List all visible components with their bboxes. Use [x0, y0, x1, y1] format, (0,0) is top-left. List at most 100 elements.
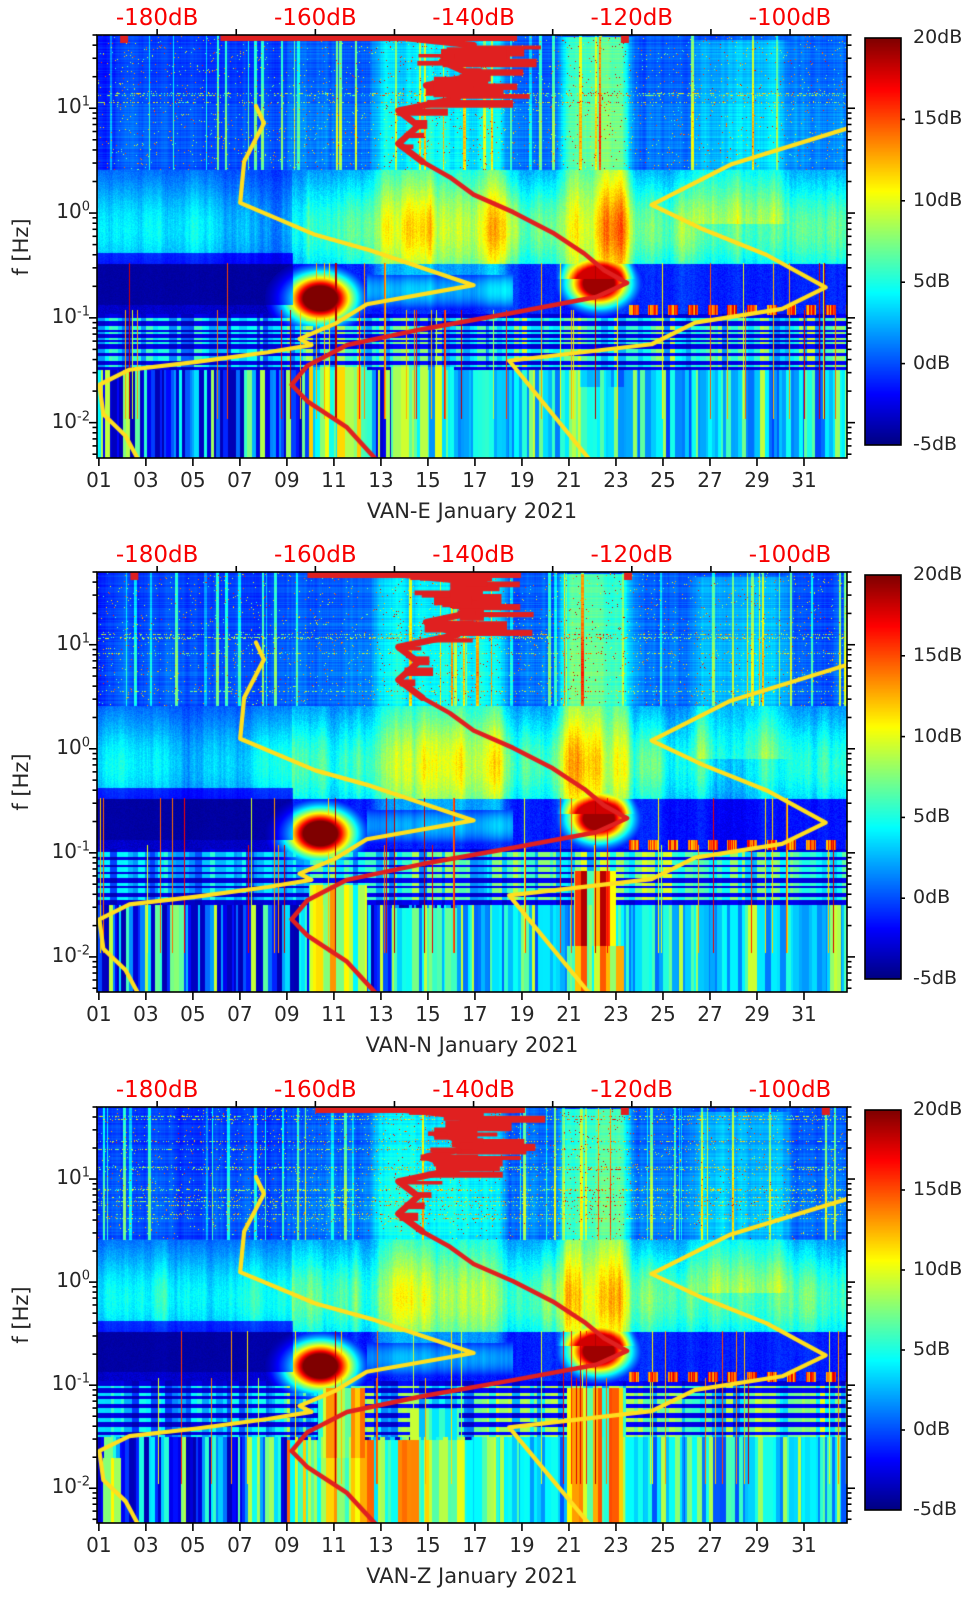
panel-title: VAN-E January 2021: [366, 499, 578, 523]
y-tick-exponent: -1: [77, 304, 90, 320]
colorbar-gradient-van-z: [865, 1110, 901, 1510]
colorbar-tick-label: 5dB: [913, 270, 951, 293]
top-axis-tick-label: -100dB: [748, 5, 832, 31]
y-tick-base: 10: [51, 838, 78, 863]
spectrogram-heatmap-van-z: [97, 1107, 847, 1523]
x-tick-label: 13: [368, 1002, 394, 1026]
top-axis-tick-label: -160dB: [274, 1077, 357, 1103]
x-tick-label: 15: [415, 1002, 441, 1026]
y-tick-base: 10: [51, 1474, 78, 1499]
colorbar-tick-label: 15dB: [913, 643, 962, 666]
x-tick-label: 13: [368, 468, 394, 492]
x-tick-label: 29: [744, 1002, 770, 1026]
x-tick-label: 31: [791, 1533, 817, 1557]
x-tick-label: 05: [180, 468, 206, 492]
x-tick-label: 01: [86, 1002, 112, 1026]
top-axis-tick-label: -140dB: [432, 5, 515, 31]
y-tick-label: 101: [28, 631, 90, 655]
y-axis-label: f [Hz]: [9, 753, 33, 811]
y-tick-exponent: -2: [77, 409, 90, 424]
y-tick-base: 10: [56, 630, 82, 655]
x-tick-label: 29: [744, 468, 770, 492]
y-tick-base: 10: [51, 408, 78, 433]
top-axis-tick-label: -120dB: [590, 1077, 674, 1103]
x-tick-label: 29: [744, 1533, 770, 1557]
x-tick-label: 13: [368, 1533, 394, 1557]
y-tick-label: 100: [28, 199, 90, 223]
x-tick-label: 05: [180, 1002, 206, 1026]
x-tick-label: 11: [321, 1533, 347, 1557]
x-tick-label: 25: [650, 1002, 676, 1026]
x-tick-label: 27: [697, 1002, 723, 1026]
x-tick-label: 01: [86, 468, 112, 492]
y-tick-label: 10-1: [28, 1371, 90, 1395]
colorbar-gradient-van-n: [865, 575, 901, 979]
x-tick-label: 17: [462, 1533, 488, 1557]
colorbar-tick-label: 5dB: [913, 805, 951, 828]
y-tick-exponent: -2: [77, 1474, 90, 1490]
x-tick-label: 07: [227, 468, 253, 492]
y-axis-label: f [Hz]: [9, 217, 33, 276]
colorbar-tick-label: 20dB: [913, 26, 962, 48]
x-tick-label: 19: [509, 1533, 535, 1557]
y-tick-label: 100: [28, 735, 90, 759]
y-axis-label: f [Hz]: [9, 1286, 33, 1344]
x-tick-label: 11: [321, 468, 347, 492]
y-tick-label: 101: [28, 1165, 90, 1189]
top-axis-tick-label: -180dB: [115, 1077, 199, 1103]
top-axis-tick-label: -100dB: [748, 542, 832, 568]
x-tick-label: 19: [509, 1002, 535, 1026]
x-tick-label: 25: [650, 1533, 676, 1557]
colorbar-tick-label: 0dB: [913, 886, 951, 909]
top-axis-tick-label: -140dB: [432, 1077, 515, 1103]
x-tick-label: 27: [697, 468, 723, 492]
y-tick-exponent: -1: [77, 839, 90, 855]
colorbar-tick-label: -5dB: [913, 967, 958, 989]
colorbar-tick-label: 0dB: [913, 1418, 951, 1440]
y-tick-exponent: -1: [77, 1371, 90, 1387]
top-axis-tick-label: -180dB: [115, 542, 199, 568]
panel-title: VAN-N January 2021: [365, 1033, 579, 1057]
x-tick-label: 21: [556, 468, 582, 492]
colorbar-tick-label: 10dB: [913, 724, 962, 747]
y-tick-label: 10-2: [28, 1474, 90, 1498]
x-tick-label: 25: [650, 468, 676, 492]
x-tick-label: 07: [227, 1002, 253, 1026]
y-tick-base: 10: [56, 199, 82, 224]
x-tick-label: 15: [415, 468, 441, 492]
top-axis-tick-label: -120dB: [590, 542, 674, 568]
colorbar-tick-label: 10dB: [913, 188, 962, 211]
y-tick-label: 10-2: [28, 409, 90, 433]
x-tick-label: 23: [603, 468, 629, 492]
x-tick-label: 31: [791, 1002, 817, 1026]
top-axis-tick-label: -160dB: [274, 542, 357, 568]
top-axis-tick-label: -120dB: [590, 5, 674, 31]
x-tick-label: 19: [509, 468, 535, 492]
colorbar-tick-label: -5dB: [913, 433, 958, 455]
x-tick-label: 03: [133, 468, 159, 492]
x-tick-label: 27: [697, 1533, 723, 1557]
y-tick-base: 10: [51, 1371, 78, 1396]
y-tick-exponent: 1: [81, 1165, 90, 1181]
top-axis-tick-label: -180dB: [115, 5, 199, 31]
y-tick-exponent: 0: [81, 735, 90, 751]
x-tick-label: 17: [462, 1002, 488, 1026]
y-tick-base: 10: [56, 94, 82, 119]
y-tick-label: 10-2: [28, 943, 90, 967]
spectrogram-heatmap-van-n: [97, 572, 847, 992]
x-tick-label: 09: [274, 1533, 300, 1557]
top-axis-tick-label: -160dB: [274, 5, 357, 31]
x-tick-label: 03: [133, 1533, 159, 1557]
y-tick-exponent: 1: [81, 631, 90, 647]
x-tick-label: 23: [603, 1533, 629, 1557]
x-tick-label: 21: [556, 1002, 582, 1026]
spectrogram-heatmap-van-e: [97, 35, 847, 458]
colorbar-tick-label: 20dB: [913, 563, 962, 585]
x-tick-label: 23: [603, 1002, 629, 1026]
y-tick-base: 10: [56, 734, 82, 759]
y-tick-base: 10: [56, 1268, 82, 1293]
x-tick-label: 01: [86, 1533, 112, 1557]
colorbar-tick-label: 15dB: [913, 107, 962, 130]
panel-title: VAN-Z January 2021: [366, 1564, 578, 1588]
